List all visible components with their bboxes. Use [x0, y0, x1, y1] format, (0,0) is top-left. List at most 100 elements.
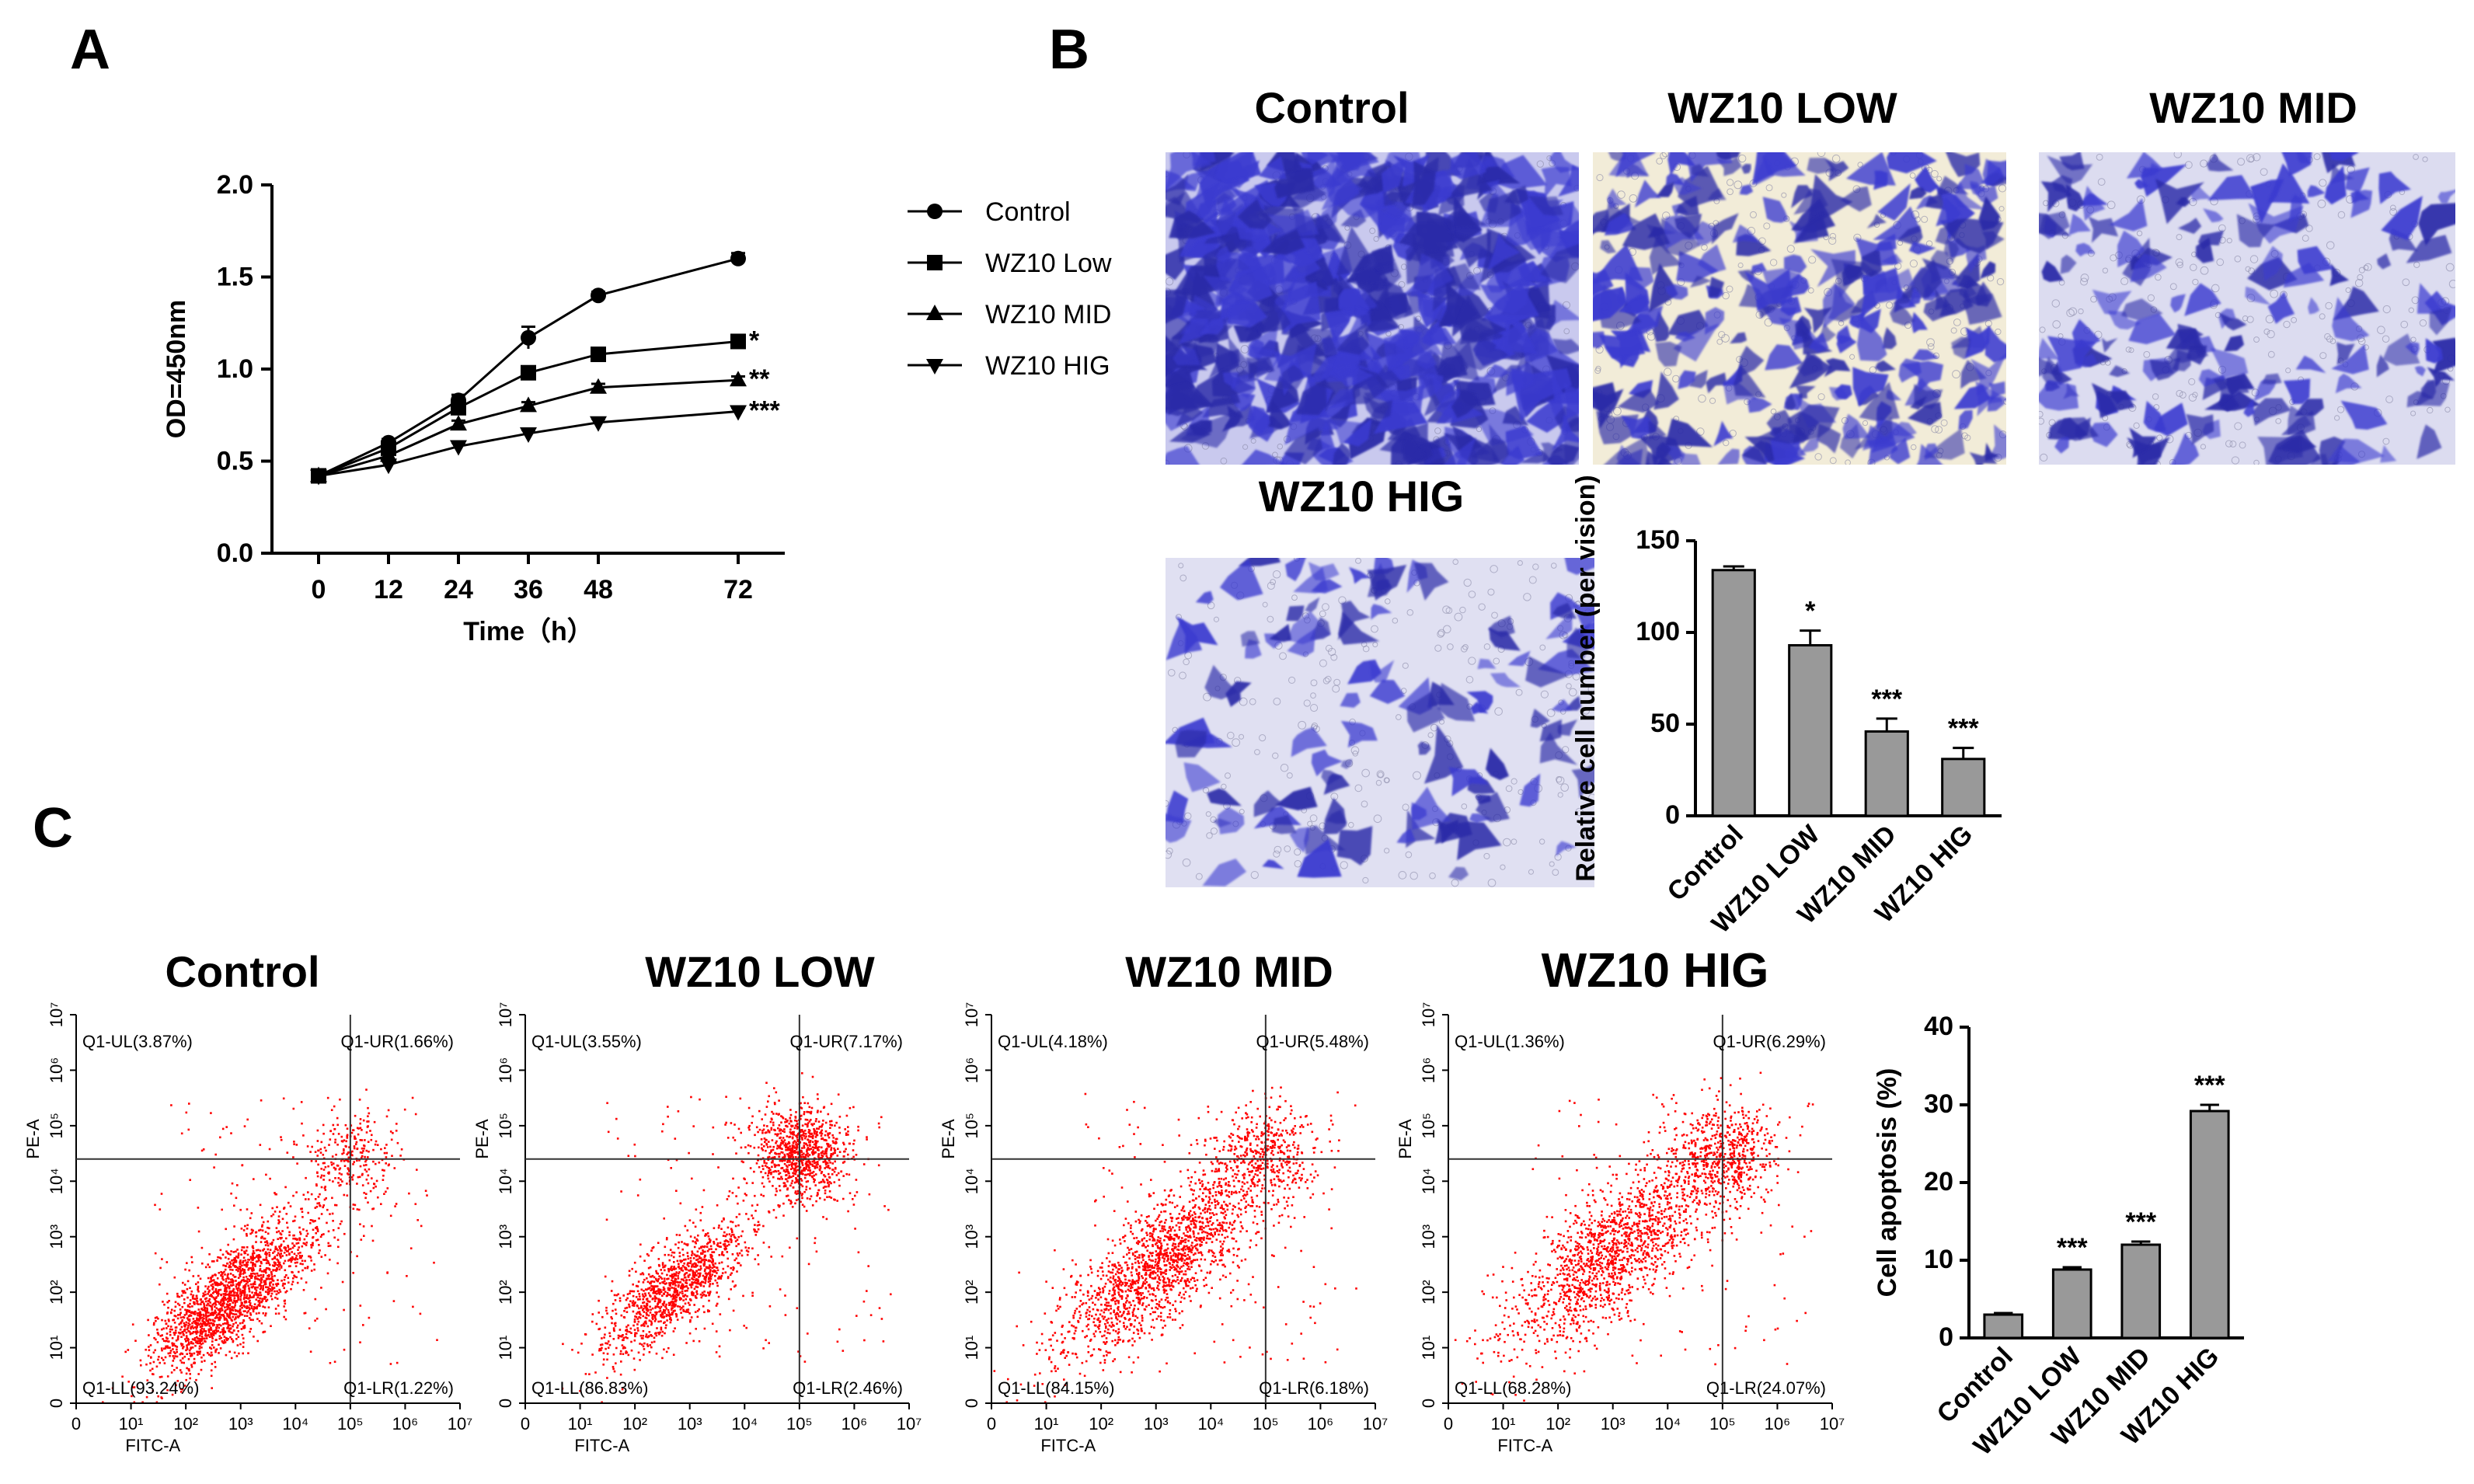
event-dot	[189, 1323, 191, 1326]
event-dot	[229, 1268, 232, 1271]
event-dot	[176, 1294, 179, 1298]
event-dot	[664, 1269, 666, 1272]
event-dot	[183, 1314, 186, 1316]
event-dot	[724, 1123, 727, 1126]
event-dot	[181, 1290, 184, 1292]
event-dot	[163, 1362, 166, 1364]
event-dot	[232, 1322, 235, 1325]
event-dot	[208, 1325, 211, 1327]
event-dot	[313, 1263, 315, 1266]
x-tick-label: 0	[312, 575, 326, 604]
event-dot	[786, 1194, 789, 1197]
event-dot	[204, 1291, 207, 1293]
x-tick-label: 10³	[228, 1414, 253, 1433]
event-dot	[824, 1134, 827, 1137]
event-dot	[284, 1249, 287, 1251]
event-dot	[293, 1219, 296, 1222]
event-dot	[244, 1259, 247, 1262]
event-dot	[224, 1330, 227, 1333]
event-dot	[837, 1093, 840, 1096]
event-dot	[274, 1308, 277, 1310]
event-dot	[197, 1331, 199, 1333]
event-dot	[265, 1256, 268, 1259]
event-dot	[200, 1329, 203, 1332]
event-dot	[424, 1190, 427, 1192]
event-dot	[311, 1145, 313, 1148]
event-dot	[373, 1120, 376, 1123]
event-dot	[337, 1133, 340, 1135]
event-dot	[689, 1320, 692, 1323]
event-dot	[279, 1291, 282, 1293]
event-dot	[274, 1263, 277, 1266]
event-dot	[172, 1357, 176, 1360]
event-dots	[561, 1072, 892, 1404]
event-dot	[217, 1329, 219, 1332]
event-dot	[232, 1315, 234, 1319]
event-dot	[320, 1174, 323, 1177]
event-dot	[657, 1258, 660, 1260]
event-dot	[772, 1145, 775, 1148]
x-tick-label: 10¹	[119, 1414, 144, 1433]
event-dot	[292, 1277, 294, 1280]
event-dot	[251, 1253, 254, 1256]
event-dot	[265, 1262, 268, 1265]
event-dot	[834, 1124, 836, 1127]
event-dot	[359, 1165, 362, 1168]
event-dot	[160, 1375, 163, 1378]
event-dot	[189, 1305, 191, 1308]
event-dot	[179, 1313, 181, 1316]
event-dot	[284, 1299, 286, 1302]
event-dot	[185, 1335, 188, 1337]
significance-label: **	[749, 364, 770, 394]
event-dot	[159, 1208, 162, 1211]
event-dot	[162, 1301, 164, 1303]
event-dot	[328, 1144, 330, 1146]
bar	[1788, 644, 1833, 817]
event-dot	[165, 1339, 168, 1342]
event-dot	[380, 1148, 382, 1151]
event-dot	[354, 1114, 357, 1117]
event-dot	[699, 1293, 702, 1296]
event-dot	[322, 1204, 325, 1207]
event-dot	[232, 1251, 235, 1253]
event-dot	[310, 1246, 313, 1249]
event-dot	[186, 1344, 188, 1346]
event-dot	[171, 1337, 174, 1339]
event-dot	[148, 1349, 151, 1351]
event-dot	[170, 1308, 173, 1312]
event-dot	[241, 1333, 244, 1336]
event-dot	[285, 1290, 288, 1293]
event-dot	[204, 1300, 207, 1303]
event-dot	[246, 1294, 249, 1297]
event-dot	[610, 1290, 613, 1292]
event-dot	[319, 1176, 322, 1179]
event-dot	[252, 1319, 254, 1322]
event-dot	[207, 1322, 211, 1325]
event-dot	[812, 1148, 814, 1151]
event-dot	[169, 1352, 172, 1354]
event-dot	[152, 1360, 155, 1364]
event-dot	[406, 1275, 408, 1277]
event-dot	[801, 1138, 803, 1141]
event-dot	[190, 1332, 192, 1335]
significance-label: ***	[749, 396, 780, 426]
event-dot	[305, 1242, 308, 1244]
event-dot	[186, 1280, 190, 1283]
event-dot	[260, 1274, 263, 1277]
event-dot	[272, 1238, 275, 1242]
event-dot	[253, 1178, 255, 1180]
event-dot	[199, 1298, 202, 1301]
x-tick-label: 10⁴	[282, 1414, 308, 1433]
event-dot	[314, 1198, 317, 1200]
event-dot	[210, 1284, 213, 1287]
event-dot	[204, 1312, 207, 1315]
event-dot	[318, 1244, 320, 1246]
event-dot	[262, 1273, 265, 1277]
event-dot	[149, 1369, 152, 1372]
event-dot	[149, 1344, 152, 1346]
event-dot	[275, 1293, 278, 1296]
event-dot	[594, 1371, 597, 1374]
event-dot	[240, 1328, 243, 1330]
event-dot	[217, 1294, 219, 1297]
